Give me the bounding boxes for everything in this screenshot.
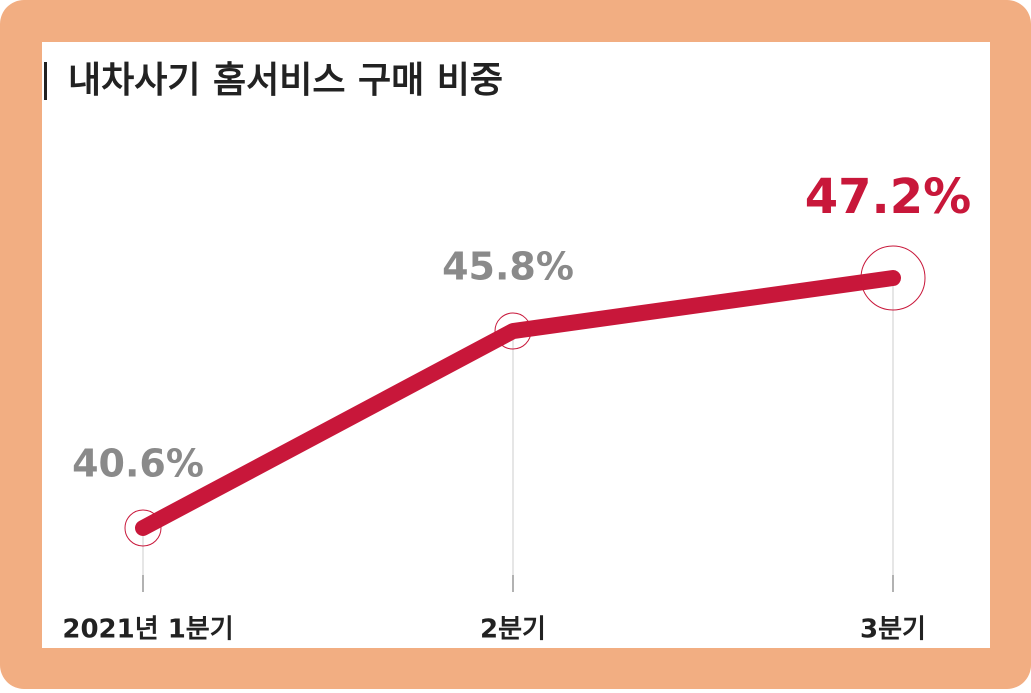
panel	[42, 42, 990, 648]
x-tick-label: 2분기	[480, 615, 546, 645]
value-label: 45.8%	[442, 245, 574, 289]
x-tick-label: 2021년 1분기	[62, 615, 233, 645]
point-ring	[124, 509, 162, 547]
point-ring	[860, 245, 926, 311]
chart-title: 내차사기 홈서비스 구매 비중	[68, 60, 503, 101]
title-bar	[44, 62, 47, 100]
point-ring	[494, 312, 532, 350]
line	[135, 270, 901, 536]
value-label: 47.2%	[805, 169, 972, 225]
x-tick-label: 3분기	[860, 615, 926, 645]
value-label: 40.6%	[72, 442, 204, 486]
